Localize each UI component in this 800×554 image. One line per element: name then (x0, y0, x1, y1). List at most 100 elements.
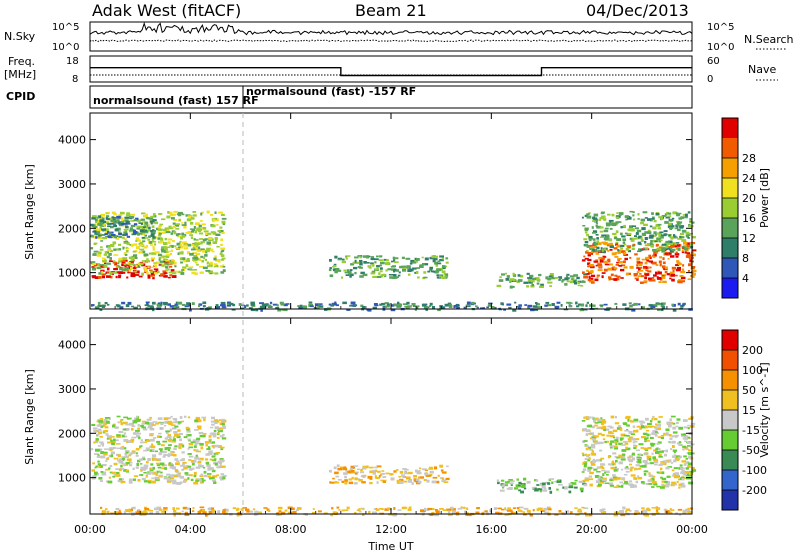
velocity-cell (423, 479, 427, 482)
power-cell (618, 264, 623, 267)
velocity-cell (504, 507, 507, 511)
velocity-cell (579, 487, 584, 491)
power-cell (129, 227, 133, 230)
power-cell (163, 303, 168, 306)
power-cell (191, 248, 196, 251)
velocity-cell (192, 439, 197, 442)
power-cell (94, 223, 97, 226)
velocity-cell (520, 490, 524, 494)
velocity-cell (172, 436, 175, 439)
power-cell (111, 216, 115, 219)
velocity-cell (661, 483, 665, 486)
power-cell (135, 270, 140, 274)
power-cell (675, 264, 680, 266)
velocity-cell (688, 510, 692, 514)
velocity-cell (202, 511, 207, 515)
velocity-cell (180, 420, 184, 423)
velocity-cell (663, 432, 667, 436)
power-cell (333, 265, 337, 267)
power-cell (659, 263, 662, 267)
power-cell (439, 267, 443, 271)
power-cell (676, 260, 680, 263)
velocity-cell (149, 433, 154, 437)
power-cell (208, 237, 212, 240)
power-cell (601, 249, 604, 252)
power-cell (161, 240, 164, 243)
velocity-cell (651, 481, 657, 483)
velocity-cell (156, 440, 160, 443)
velocity-cell (219, 462, 222, 465)
power-cell (161, 264, 165, 267)
power-cell (145, 260, 151, 263)
power-cell (586, 301, 589, 304)
velocity-cell (358, 510, 362, 513)
power-cell (169, 274, 173, 277)
power-cell (357, 255, 362, 257)
power-cell (679, 235, 682, 239)
velocity-cell (362, 465, 367, 469)
velocity-cell (523, 487, 527, 490)
power-cell (655, 225, 661, 227)
power-cell (97, 304, 103, 307)
velocity-cell (650, 425, 655, 428)
power-cell (169, 244, 173, 248)
power-cell (177, 211, 183, 215)
x-tick-label: 04:00 (174, 523, 206, 536)
velocity-cell (222, 426, 226, 429)
velocity-cell (690, 443, 695, 446)
power-cell (133, 306, 138, 309)
power-cell (269, 301, 273, 304)
power-cell (396, 303, 402, 307)
power-cell (126, 242, 130, 245)
power-cell (657, 232, 662, 235)
nsearch-label: N.Search (744, 33, 794, 46)
velocity-cell (623, 473, 628, 476)
velocity-cell (599, 481, 604, 484)
power-cell (584, 214, 588, 217)
power-cell (423, 271, 427, 274)
power-cell (630, 228, 635, 231)
power-cell (648, 277, 652, 281)
power-cell (96, 231, 101, 234)
velocity-cell (156, 464, 160, 467)
velocity-cell (587, 466, 592, 470)
power-cell (103, 253, 107, 256)
power-cell (115, 237, 120, 240)
power-cell (147, 274, 151, 278)
power-cell (588, 237, 593, 240)
velocity-cell (161, 467, 167, 470)
power-cell (615, 216, 620, 219)
velocity-cell (602, 477, 607, 480)
velocity-cell (665, 449, 668, 453)
power-cell (328, 303, 332, 306)
velocity-cell (548, 508, 552, 511)
power-cell (614, 274, 618, 277)
power-cell (391, 304, 395, 307)
power-cell (637, 218, 640, 220)
velocity-cell (622, 506, 626, 510)
velocity-cell (692, 469, 697, 472)
velocity-cell (140, 439, 143, 442)
power-cell (232, 303, 236, 307)
power-cell (534, 308, 538, 311)
power-cell (581, 280, 586, 283)
power-cell (652, 226, 657, 230)
velocity-cell (207, 475, 211, 478)
velocity-cell (116, 434, 121, 437)
velocity-cell (524, 507, 529, 510)
power-cell (613, 278, 618, 281)
velocity-cell (208, 435, 212, 438)
power-cell (672, 211, 677, 215)
power-cell (152, 277, 155, 280)
power-cell (621, 235, 626, 238)
velocity-cell (685, 467, 689, 470)
power-cell (139, 248, 145, 251)
power-cell (629, 225, 633, 229)
power-cell (250, 308, 256, 312)
power-cell (393, 269, 396, 273)
power-cell (444, 303, 449, 307)
velocity-cell (455, 511, 459, 514)
velocity-cell (103, 430, 109, 433)
power-cell (180, 236, 183, 240)
velocity-cell (591, 425, 595, 429)
